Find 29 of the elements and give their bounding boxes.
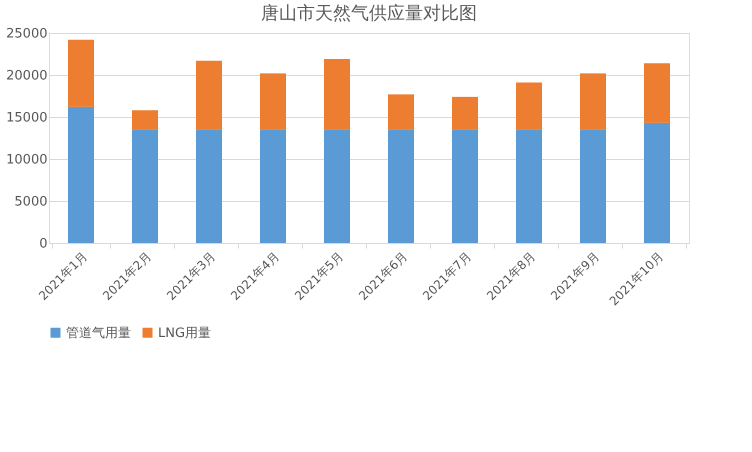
bar [260,73,286,130]
bar [516,130,542,243]
bar [196,130,222,243]
y-tick-label: 25000 [6,26,48,42]
bar [644,63,670,123]
y-tick-label: 5000 [14,194,48,210]
bar [324,130,350,243]
bar [388,130,414,243]
legend-label: LNG用量 [158,326,212,341]
bar [452,130,478,243]
bar [132,130,158,243]
bar [516,82,542,130]
y-tick-label: 20000 [6,68,48,84]
bar [388,94,414,130]
y-tick-label: 10000 [6,152,48,168]
chart-title: 唐山市天然气供应量对比图 [261,3,477,24]
legend-label: 管道气用量 [66,326,131,341]
bar [452,96,478,130]
y-tick-label: 0 [39,236,48,252]
bar [580,130,606,243]
bar [580,73,606,130]
bar [324,59,350,130]
bar [68,40,94,107]
y-tick-label: 15000 [6,110,48,126]
bar [132,110,158,130]
bar [196,60,222,130]
bar [260,130,286,243]
bar [68,106,94,243]
bar [644,122,670,243]
